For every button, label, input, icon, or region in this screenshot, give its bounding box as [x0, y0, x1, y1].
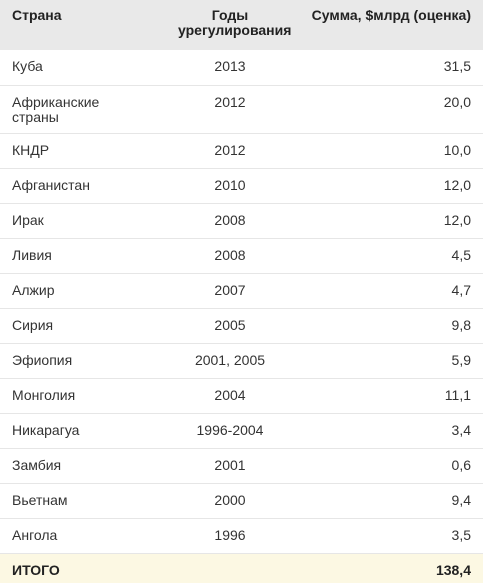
cell-country: Вьетнам: [0, 483, 170, 519]
cell-years: 2008: [170, 203, 290, 239]
table-row: Афганистан 2010 12,0: [0, 168, 483, 204]
table-body: Куба 2013 31,5 Африканские страны 2012 2…: [0, 50, 483, 554]
table-row: Сирия 2005 9,8: [0, 308, 483, 344]
cell-country-text: Африканские страны: [12, 93, 100, 125]
cell-years: 2001, 2005: [170, 343, 290, 379]
cell-country: Никарагуа: [0, 413, 170, 449]
cell-country: Эфиопия: [0, 343, 170, 379]
cell-country: Ирак: [0, 203, 170, 239]
cell-amount: 3,5: [290, 518, 483, 554]
cell-years: 2000: [170, 483, 290, 519]
table-row: Алжир 2007 4,7: [0, 273, 483, 309]
cell-amount: 3,4: [290, 413, 483, 449]
total-spacer: [170, 553, 290, 583]
total-row: ИТОГО 138,4: [0, 553, 483, 583]
cell-years: 2013: [170, 50, 290, 86]
cell-country: Монголия: [0, 378, 170, 414]
header-amount: Сумма, $млрд (оценка): [311, 7, 471, 23]
cell-amount: 9,4: [290, 483, 483, 519]
cell-amount: 5,9: [290, 343, 483, 379]
cell-years: 2008: [170, 238, 290, 274]
table-row: Ливия 2008 4,5: [0, 238, 483, 274]
cell-years: 2005: [170, 308, 290, 344]
table-row: КНДР 2012 10,0: [0, 133, 483, 169]
cell-country: Сирия: [0, 308, 170, 344]
cell-amount: 20,0: [290, 85, 483, 134]
cell-years: 2010: [170, 168, 290, 204]
cell-country: Афганистан: [0, 168, 170, 204]
header-years: Годы урегулирования: [178, 7, 292, 38]
total-label: ИТОГО: [12, 561, 60, 578]
cell-years: 2001: [170, 448, 290, 484]
total-value: 138,4: [435, 561, 471, 578]
cell-country: Замбия: [0, 448, 170, 484]
cell-amount: 0,6: [290, 448, 483, 484]
cell-amount: 9,8: [290, 308, 483, 344]
cell-years: 2012: [170, 133, 290, 169]
cell-amount: 12,0: [290, 203, 483, 239]
cell-amount: 10,0: [290, 133, 483, 169]
cell-country: Алжир: [0, 273, 170, 309]
table-row: Эфиопия 2001, 2005 5,9: [0, 343, 483, 379]
header-country: Страна: [12, 7, 62, 23]
cell-country: Ангола: [0, 518, 170, 554]
table-row: Замбия 2001 0,6: [0, 448, 483, 484]
cell-years: 1996-2004: [170, 413, 290, 449]
table-footer: ИТОГО 138,4: [0, 553, 483, 583]
cell-country: КНДР: [0, 133, 170, 169]
table-header: Страна Годы урегулирования Сумма, $млрд …: [0, 0, 483, 50]
cell-amount: 4,7: [290, 273, 483, 309]
cell-country: Африканские страны: [0, 85, 170, 134]
cell-amount: 4,5: [290, 238, 483, 274]
cell-amount: 31,5: [290, 50, 483, 86]
table-row: Вьетнам 2000 9,4: [0, 483, 483, 519]
table-row: Монголия 2004 11,1: [0, 378, 483, 414]
header-row: Страна Годы урегулирования Сумма, $млрд …: [0, 0, 483, 50]
table-row: Куба 2013 31,5: [0, 50, 483, 86]
cell-amount: 12,0: [290, 168, 483, 204]
cell-years: 2012: [170, 85, 290, 134]
cell-amount: 11,1: [290, 378, 483, 414]
cell-years: 1996: [170, 518, 290, 554]
table-row: Ирак 2008 12,0: [0, 203, 483, 239]
table-row: Никарагуа 1996-2004 3,4: [0, 413, 483, 449]
cell-years: 2007: [170, 273, 290, 309]
cell-years: 2004: [170, 378, 290, 414]
cell-country: Куба: [0, 50, 170, 86]
cell-country: Ливия: [0, 238, 170, 274]
table-row: Африканские страны 2012 20,0: [0, 85, 483, 134]
table-row: Ангола 1996 3,5: [0, 518, 483, 554]
